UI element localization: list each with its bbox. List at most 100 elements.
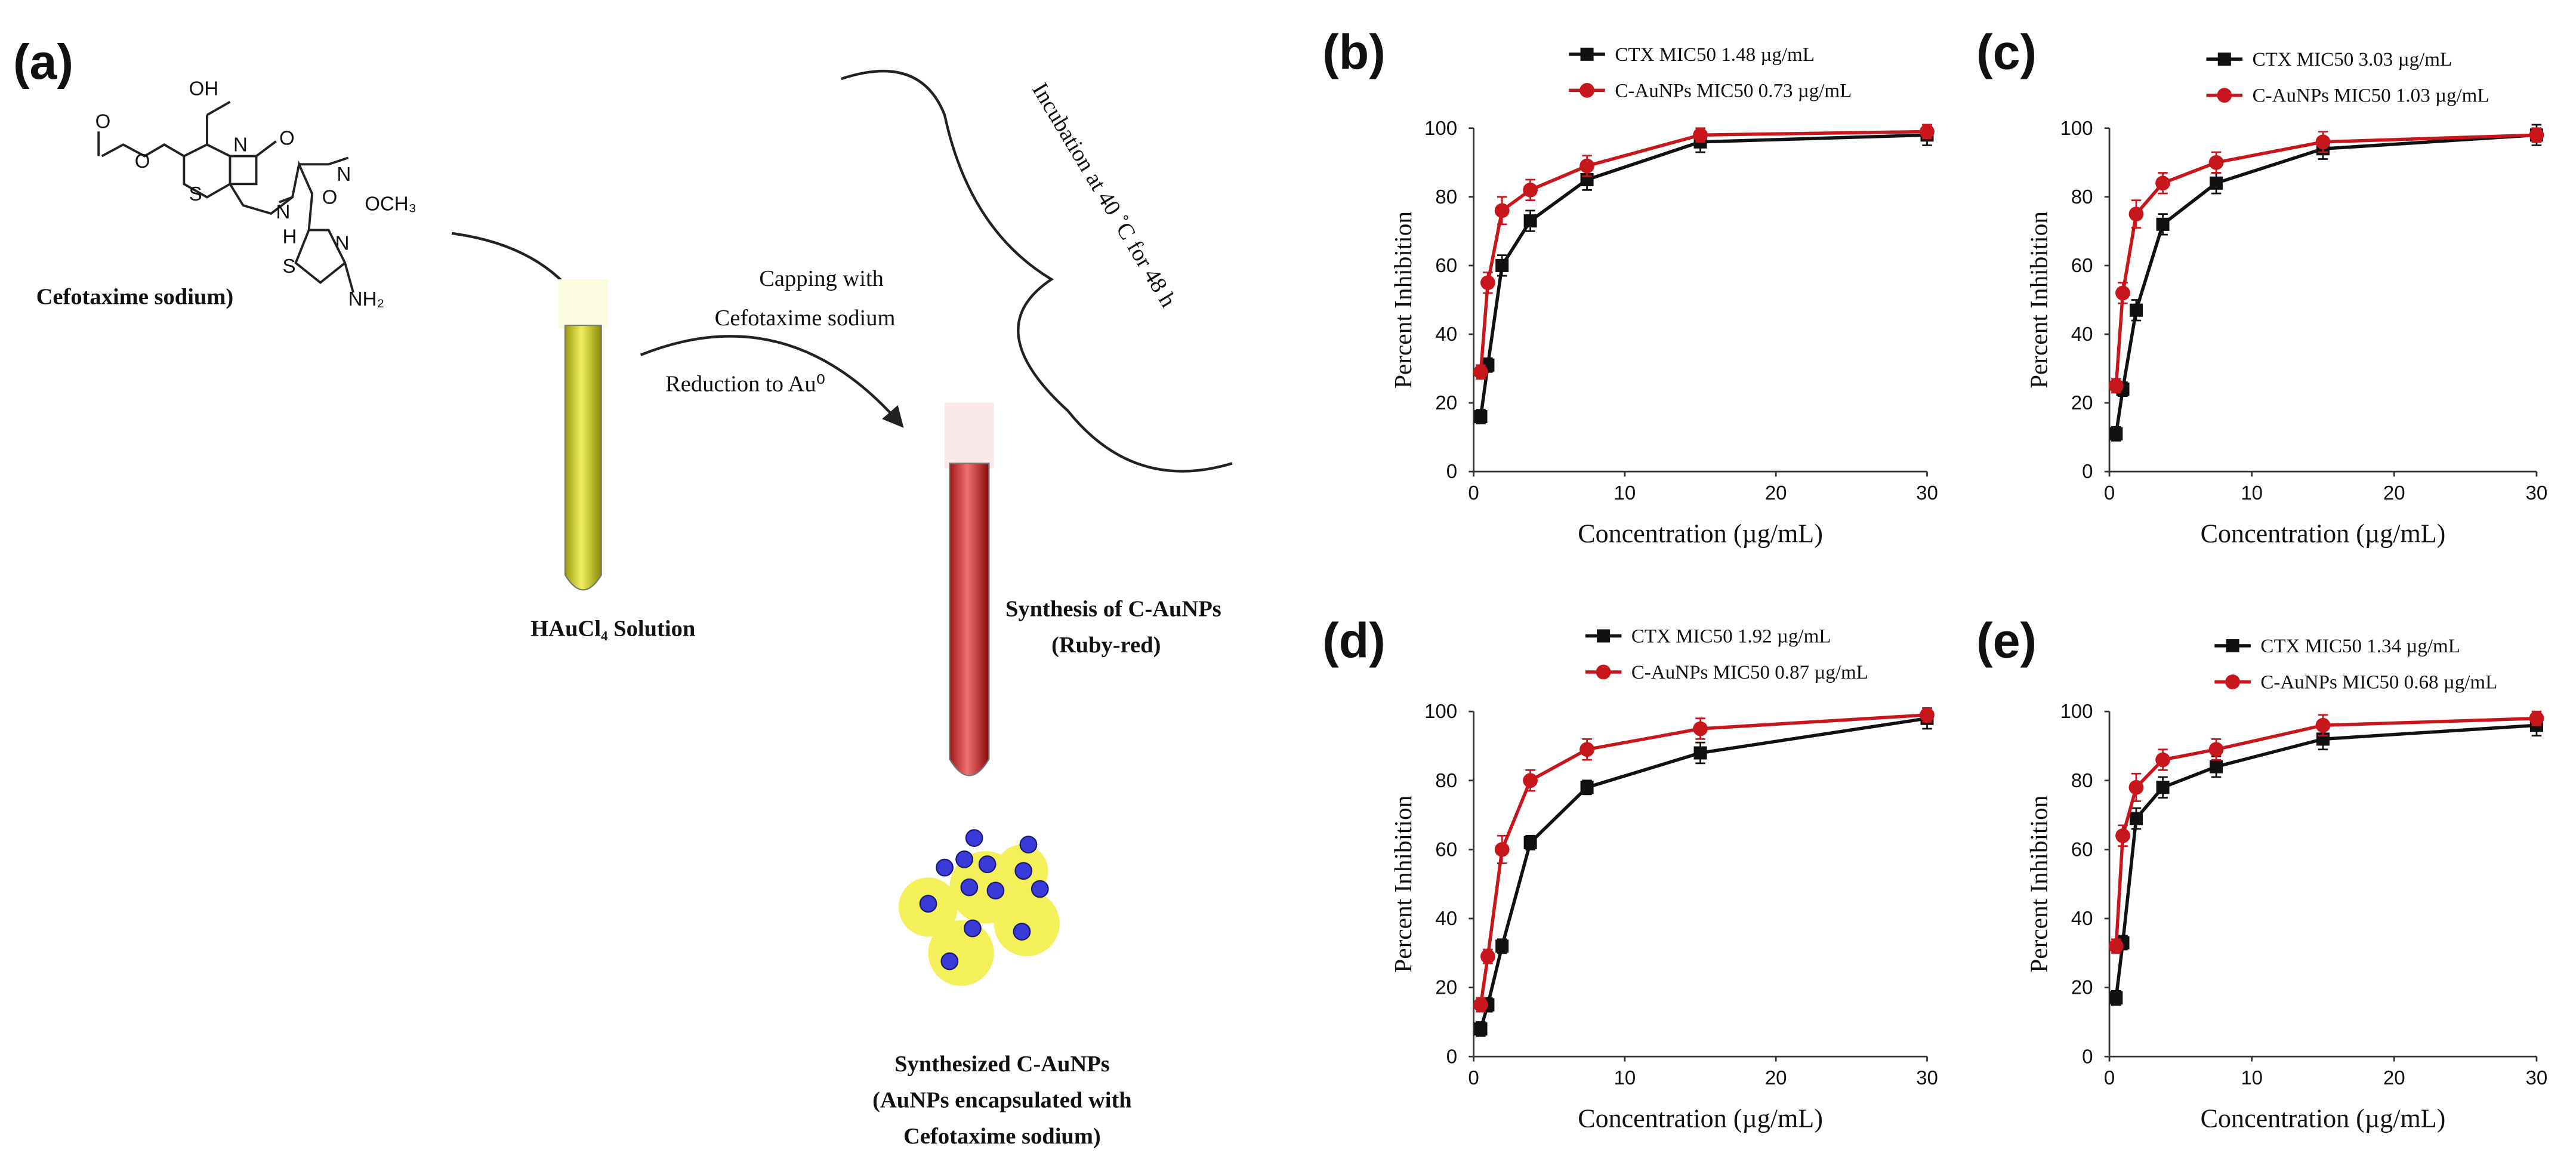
marker: [1494, 203, 1510, 218]
marker: [2129, 303, 2143, 317]
tube-red: [949, 463, 990, 776]
marker: [2128, 207, 2144, 221]
x-tick-label: 0: [2104, 482, 2115, 504]
structure: [97, 101, 354, 293]
panel-label: (d): [1322, 612, 1385, 668]
y-tick-label: 20: [1435, 392, 1457, 414]
product-text: (AuNPs encapsulated with: [872, 1088, 1132, 1113]
drug-label: Cefotaxime sodium): [36, 284, 234, 309]
schematic: (a) OH O O O N S H N O N OCH₃ N S NH₂ Ce…: [13, 34, 1233, 1149]
arrow: [640, 335, 904, 428]
marker: [2115, 828, 2130, 843]
marker: [1474, 1022, 1488, 1036]
y-tick-label: 60: [1435, 838, 1457, 860]
y-tick-label: 0: [1446, 460, 1457, 482]
marker: [2156, 781, 2170, 794]
marker: [2315, 717, 2331, 733]
atom: O: [279, 127, 295, 149]
panel-label: (e): [1976, 612, 2037, 668]
marker: [1474, 410, 1488, 424]
chart: (b) 0 20 40 60 80 100 0 10 20 30 Percent Inhibition…: [1322, 24, 1938, 548]
y-tick-label: 20: [2071, 392, 2093, 414]
marker: [2529, 127, 2544, 143]
marker: [1473, 364, 1488, 380]
x-tick-label: 30: [2526, 1067, 2548, 1089]
series-line: [2114, 133, 2537, 386]
legend-label: CTX MIC50 3.03 µg/mL: [2253, 49, 2452, 70]
y-tick-label: 40: [2071, 907, 2093, 929]
atom: S: [283, 255, 296, 277]
marker: [2156, 217, 2170, 231]
step-text: Reduction to Au⁰: [665, 371, 825, 396]
y-tick-label: 0: [2082, 460, 2093, 482]
x-tick-label: 10: [2241, 482, 2263, 504]
x-axis-label: Concentration (µg/mL): [2201, 519, 2446, 548]
y-tick-label: 40: [2071, 323, 2093, 345]
x-tick-label: 10: [2241, 1067, 2263, 1089]
y-tick-label: 80: [2071, 769, 2093, 791]
marker: [1494, 842, 1510, 857]
marker: [2109, 427, 2123, 440]
marker: [1473, 997, 1488, 1012]
series-line: [1479, 130, 1927, 372]
marker: [1579, 742, 1594, 757]
y-tick-label: 100: [1424, 117, 1457, 139]
series-line: [1479, 716, 1927, 1030]
y-tick-label: 100: [1424, 700, 1457, 722]
x-axis-label: Concentration (µg/mL): [2201, 1104, 2446, 1133]
atom: S: [189, 183, 202, 205]
panel-label: (a): [13, 34, 73, 90]
y-tick-label: 60: [2071, 838, 2093, 860]
chart: (d) 0 20 40 60 80 100 0 10 20 30 Percent Inhibition…: [1322, 612, 1938, 1133]
x-tick-label: 20: [1765, 1067, 1787, 1089]
solution-label: HAuCl₄ Solution: [530, 616, 695, 641]
panel-label: (c): [1976, 24, 2037, 80]
marker: [1523, 773, 1538, 788]
marker: [2108, 938, 2124, 954]
marker: [2129, 812, 2143, 825]
atom: NH₂: [348, 288, 385, 310]
atom: N: [335, 232, 350, 254]
marker: [1693, 721, 1708, 736]
y-tick-label: 80: [1435, 769, 1457, 791]
nanoparticles: [898, 829, 1060, 986]
legend-marker: [1579, 83, 1594, 98]
atom: H: [283, 225, 297, 247]
marker: [2210, 176, 2223, 190]
marker: [2315, 134, 2331, 150]
atom: N: [233, 133, 248, 155]
synthesis-text: Synthesis of C-AuNPs: [1005, 596, 1221, 621]
marker: [1693, 127, 1708, 143]
legend-label: CTX MIC50 1.92 µg/mL: [1631, 625, 1831, 647]
marker: [1495, 939, 1509, 953]
series-line: [2114, 723, 2537, 998]
series-line: [2114, 133, 2537, 434]
marker: [1523, 214, 1537, 228]
y-tick-label: 60: [1435, 254, 1457, 276]
marker: [1523, 836, 1537, 849]
legend-marker: [1597, 629, 1611, 643]
marker: [1495, 258, 1509, 272]
y-tick-label: 40: [1435, 907, 1457, 929]
x-tick-label: 20: [1765, 482, 1787, 504]
legend-marker: [2225, 674, 2240, 689]
legend-label: C-AuNPs MIC50 0.73 µg/mL: [1615, 80, 1852, 101]
marker: [1480, 275, 1495, 291]
atom: OCH₃: [365, 192, 417, 214]
y-axis-label: Percent Inhibition: [2025, 211, 2052, 389]
x-tick-label: 30: [1916, 1067, 1938, 1089]
marker: [2210, 760, 2223, 773]
legend-label: C-AuNPs MIC50 0.68 µg/mL: [2260, 672, 2497, 694]
marker: [2128, 779, 2144, 795]
product-text: Synthesized C-AuNPs: [894, 1052, 1110, 1077]
legend-marker: [2217, 53, 2231, 66]
x-tick-label: 30: [1916, 482, 1938, 504]
series-line: [1479, 133, 1927, 417]
y-tick-label: 80: [1435, 186, 1457, 208]
step-text: Cefotaxime sodium: [715, 306, 896, 331]
marker: [2155, 175, 2170, 191]
y-tick-label: 20: [2071, 976, 2093, 998]
legend-marker: [2226, 639, 2239, 653]
